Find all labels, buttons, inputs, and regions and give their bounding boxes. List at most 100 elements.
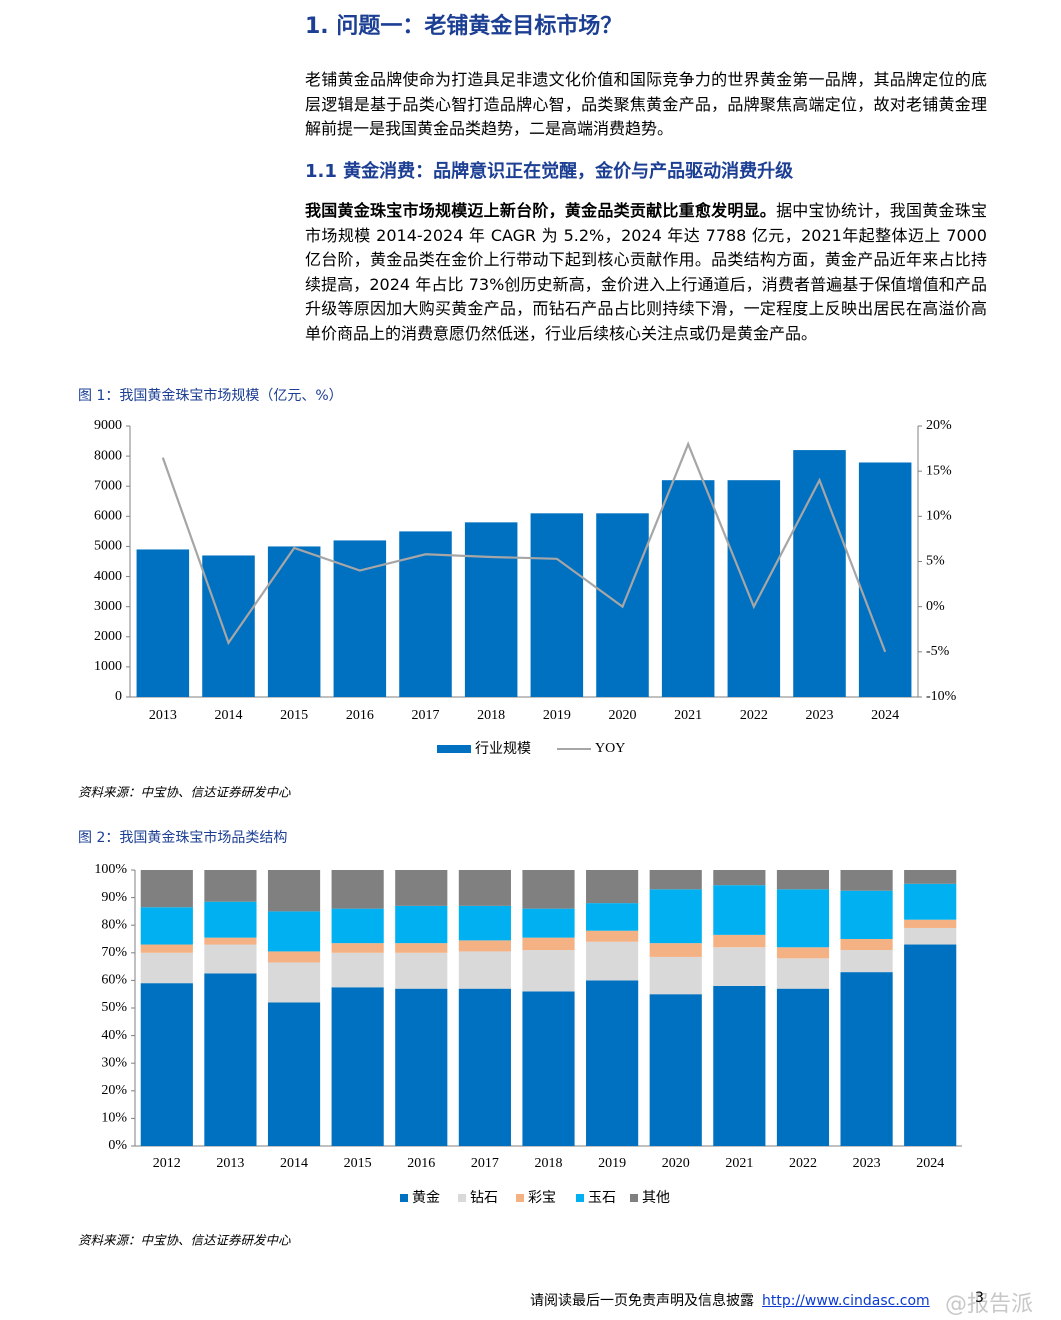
x-tick-label: 2013 xyxy=(149,708,177,723)
legend-swatch xyxy=(516,1194,524,1202)
footer-link[interactable]: http://www.cindasc.com xyxy=(762,1293,930,1309)
bar-segment xyxy=(713,947,766,986)
footer: 请阅读最后一页免责声明及信息披露 http://www.cindasc.com xyxy=(530,1290,930,1310)
bar-segment xyxy=(586,941,639,981)
legend-label: 行业规模 xyxy=(475,741,531,757)
legend-label: 黄金 xyxy=(412,1189,440,1206)
bar-segment xyxy=(395,905,448,944)
paragraph-text: 据中宝协统计，我国黄金珠宝市场规模 2014-2024 年 CAGR 为 5.2… xyxy=(305,201,987,343)
x-tick-label: 2015 xyxy=(280,708,308,723)
y-tick-label: 0% xyxy=(108,1138,127,1153)
y-tick-label: 3000 xyxy=(94,599,122,614)
bar-segment xyxy=(649,870,702,890)
bar-segment xyxy=(458,905,511,941)
legend-swatch xyxy=(576,1194,584,1202)
y-tick-label: 50% xyxy=(101,1000,127,1015)
bar-segment xyxy=(586,870,639,904)
disclaimer: 请阅读最后一页免责声明及信息披露 xyxy=(530,1293,754,1309)
legend-label: 彩宝 xyxy=(528,1190,556,1206)
y-tick-label: 10% xyxy=(926,509,952,524)
bar-segment xyxy=(840,939,893,951)
source-note: 资料来源：中宝协、信达证券研发中心 xyxy=(78,1233,291,1248)
bar-segment xyxy=(776,947,830,959)
bar xyxy=(661,480,715,697)
bar-segment xyxy=(458,988,511,1146)
bar-segment xyxy=(331,943,384,953)
y-tick-label: 20% xyxy=(926,418,952,433)
bar-segment xyxy=(586,930,639,942)
bar-segment xyxy=(267,1002,321,1146)
bar-segment xyxy=(776,988,830,1146)
y-tick-label: 20% xyxy=(101,1083,127,1098)
bar-segment xyxy=(395,870,448,906)
bar-segment xyxy=(904,870,957,884)
y-tick-label: 80% xyxy=(101,917,127,932)
page-number: 3 xyxy=(975,1290,984,1306)
bar-segment xyxy=(204,937,257,945)
bar-segment xyxy=(458,940,511,952)
legend-swatch xyxy=(437,745,471,753)
bar-segment xyxy=(776,958,830,989)
bar-segment xyxy=(713,870,766,886)
x-tick-label: 2013 xyxy=(216,1156,244,1171)
legend-label: YOY xyxy=(595,741,625,756)
bar-segment xyxy=(586,980,639,1146)
legend-swatch xyxy=(458,1194,466,1202)
legend-label: 钻石 xyxy=(470,1190,498,1206)
y-tick-label: 7000 xyxy=(94,478,122,493)
bar-segment xyxy=(140,907,193,945)
bar-segment xyxy=(267,951,321,963)
x-tick-label: 2020 xyxy=(609,708,637,723)
paragraph-lead: 我国黄金珠宝市场规模迈上新台阶，黄金品类贡献比重愈发明显。 xyxy=(305,201,777,220)
bar-segment xyxy=(776,870,830,890)
bar-segment xyxy=(395,988,448,1146)
bar-segment xyxy=(267,870,321,912)
x-tick-label: 2022 xyxy=(789,1156,817,1171)
bar-segment xyxy=(522,991,575,1146)
y-tick-label: 6000 xyxy=(94,509,122,524)
y-tick-label: 8000 xyxy=(94,448,122,463)
bar-segment xyxy=(649,994,702,1146)
bar xyxy=(530,513,584,697)
bar-segment xyxy=(904,919,957,928)
y-tick-label: 0 xyxy=(115,689,122,704)
y-tick-label: 4000 xyxy=(94,569,122,584)
x-tick-label: 2014 xyxy=(215,708,243,723)
y-tick-label: 70% xyxy=(101,945,127,960)
bar-segment xyxy=(140,952,193,984)
heading: 1. 问题一：老铺黄金目标市场？ xyxy=(305,14,623,39)
bar-segment xyxy=(713,934,766,948)
bar-segment xyxy=(204,973,257,1146)
bar-segment xyxy=(204,944,257,974)
bar-segment xyxy=(204,870,257,902)
y-tick-label: -5% xyxy=(926,644,950,659)
bar-segment xyxy=(331,870,384,909)
bar xyxy=(202,555,255,697)
bar-segment xyxy=(904,927,957,945)
bar xyxy=(793,450,846,697)
bar xyxy=(399,531,452,697)
bar-segment xyxy=(267,911,321,952)
paragraph: 我国黄金珠宝市场规模迈上新台阶，黄金品类贡献比重愈发明显。据中宝协统计，我国黄金… xyxy=(305,199,987,346)
watermark: @报告派 xyxy=(945,1292,1034,1317)
x-tick-label: 2017 xyxy=(412,708,440,723)
x-tick-label: 2012 xyxy=(153,1156,181,1171)
bar-segment xyxy=(331,987,384,1146)
bar xyxy=(727,480,781,697)
bar-segment xyxy=(649,956,702,995)
y-tick-label: 90% xyxy=(101,890,127,905)
x-tick-label: 2024 xyxy=(871,708,899,723)
bar-segment xyxy=(904,883,957,920)
bar-segment xyxy=(458,870,511,906)
y-tick-label: 30% xyxy=(101,1055,127,1070)
legend-label: 其他 xyxy=(642,1190,670,1206)
bar-segment xyxy=(522,950,575,992)
y-tick-label: 5000 xyxy=(94,539,122,554)
y-tick-label: 60% xyxy=(101,973,127,988)
x-tick-label: 2021 xyxy=(674,708,702,723)
x-tick-label: 2016 xyxy=(407,1156,435,1171)
bar-segment xyxy=(331,908,384,944)
y-tick-label: 2000 xyxy=(94,629,122,644)
y-tick-label: 100% xyxy=(94,862,127,877)
